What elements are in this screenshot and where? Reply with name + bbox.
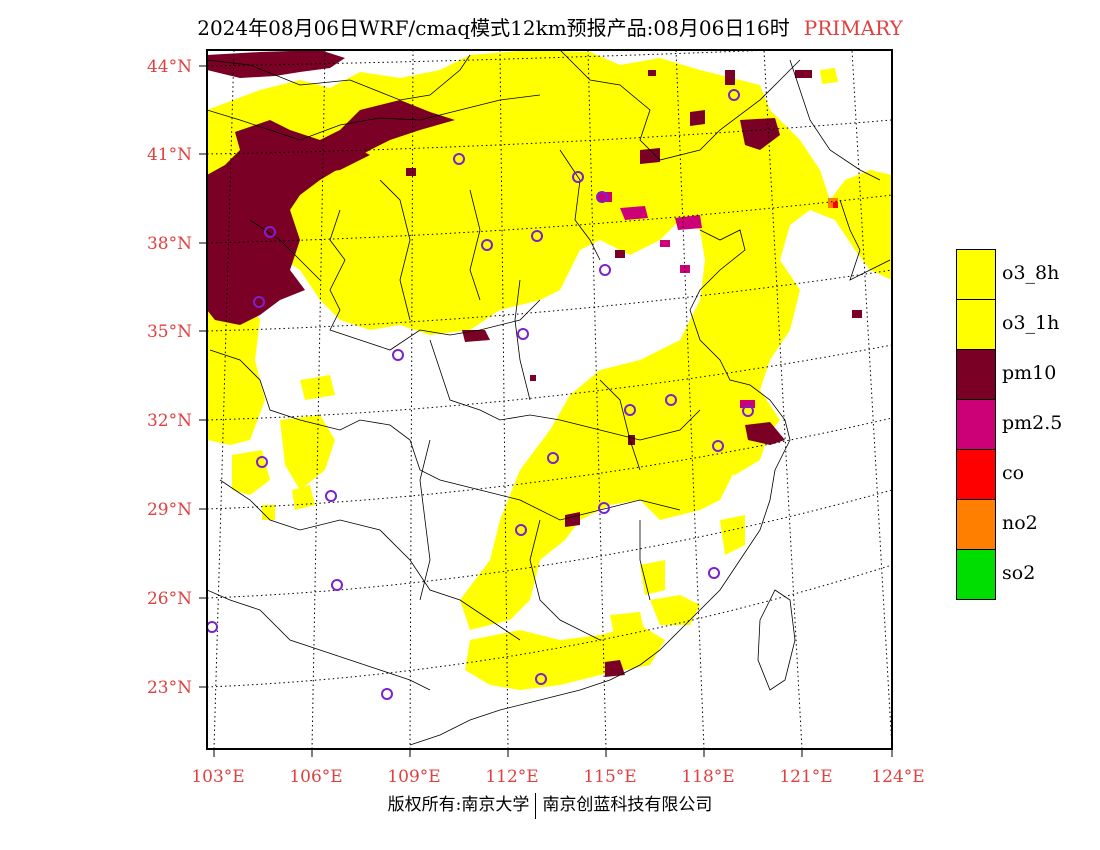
legend-swatch [956,449,996,500]
legend-label: o3_8h [1002,262,1060,284]
lon-label: 112°E [485,767,538,787]
lon-label: 118°E [681,767,734,787]
title-main: 2024年08月06日WRF/cmaq模式12km预报产品:08月06日16时 [197,16,790,40]
graticule [207,50,892,749]
lat-label: 23°N [147,678,192,698]
legend-swatch [956,499,996,550]
copyright-left: 版权所有:南京大学 [387,795,530,815]
legend-label: pm2.5 [1002,412,1063,434]
pm25-regions [598,192,755,408]
copyright-footer: 版权所有:南京大学 南京创蓝科技有限公司 [0,790,1100,819]
legend-item-no2: no2 [956,499,1096,550]
pm10-regions [207,50,862,677]
legend-label: so2 [1002,562,1036,584]
legend-label: pm10 [1002,362,1057,384]
legend-label: co [1002,462,1025,484]
copyright-right: 南京创蓝科技有限公司 [542,795,713,815]
lat-label: 44°N [147,57,192,77]
legend-swatch [956,349,996,400]
legend-label: o3_1h [1002,312,1060,334]
lat-label: 41°N [147,145,192,165]
legend-item-so2: so2 [956,549,1096,600]
lat-label: 32°N [147,411,192,431]
lon-label: 109°E [387,767,440,787]
legend-swatch [956,399,996,450]
legend-item-pm25: pm2.5 [956,399,1096,450]
co-spot [833,202,838,208]
map-frame [206,49,893,750]
lon-label: 121°E [779,767,832,787]
axis-ticks [199,65,893,757]
map-title: 2024年08月06日WRF/cmaq模式12km预报产品:08月06日16时 P… [0,12,1100,41]
longitude-labels: 103°E 106°E 109°E 112°E 115°E 118°E 121°… [191,767,924,787]
lat-label: 29°N [147,500,192,520]
legend-swatch [956,299,996,350]
legend-label: no2 [1002,512,1038,534]
lat-label: 35°N [147,322,192,342]
legend-item-co: co [956,449,1096,500]
legend-swatch [956,249,996,300]
lon-label: 103°E [191,767,244,787]
lon-label: 115°E [583,767,636,787]
title-tag: PRIMARY [803,16,903,40]
legend-item-o3-8h: o3_8h [956,249,1096,300]
footer-divider [535,792,537,819]
lat-label: 38°N [147,234,192,254]
lon-label: 106°E [289,767,342,787]
legend-swatch [956,549,996,600]
latitude-labels: 44°N 41°N 38°N 35°N 32°N 29°N 26°N 23°N [147,57,192,698]
legend-item-o3-1h: o3_1h [956,299,1096,350]
lon-label: 124°E [871,767,924,787]
legend-item-pm10: pm10 [956,349,1096,400]
lat-label: 26°N [147,589,192,609]
boundaries [207,50,891,746]
